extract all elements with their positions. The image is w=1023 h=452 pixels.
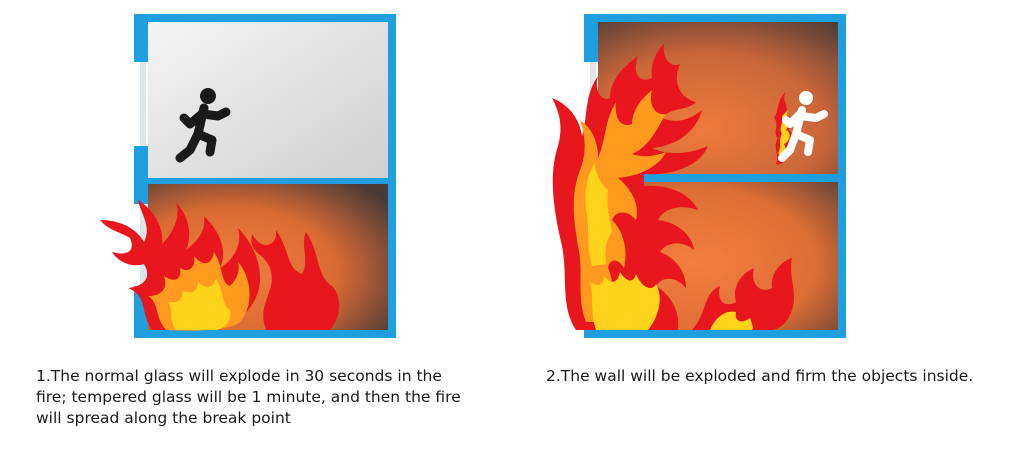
building-section-icon (100, 14, 396, 338)
window-glass (140, 62, 146, 146)
diagram-panel-2 (540, 6, 870, 356)
building-section-icon (552, 14, 846, 338)
building-frame (584, 14, 846, 338)
diagram-panel-1 (80, 6, 410, 356)
running-person-icon (175, 88, 231, 163)
running-person-icon (774, 91, 828, 165)
panel-1-caption: 1.The normal glass will explode in 30 se… (36, 367, 461, 427)
fire-icon (552, 44, 794, 330)
fire-icon (100, 200, 340, 331)
building-frame (134, 14, 396, 338)
panel-2-caption: 2.The wall will be exploded and firm the… (546, 367, 974, 385)
